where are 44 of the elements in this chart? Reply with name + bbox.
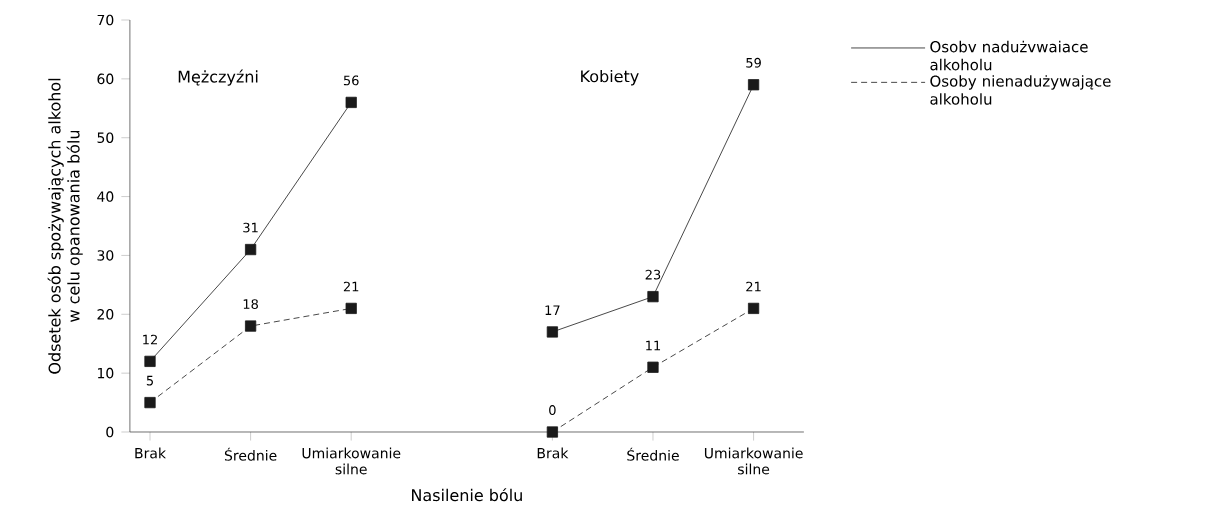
point <box>345 302 357 314</box>
y-tick-label: 40 <box>97 191 114 202</box>
x-tick-label: Umiarkowanie silne <box>302 447 401 475</box>
point <box>245 320 257 332</box>
y-tick-label: 70 <box>97 14 114 26</box>
point <box>144 355 156 367</box>
data-label: 56 <box>343 75 359 86</box>
y-tick-label: 10 <box>98 367 114 379</box>
data-label: 5 <box>146 375 153 386</box>
data-label: 18 <box>243 299 258 309</box>
data-label: 59 <box>746 57 761 68</box>
point <box>747 302 760 314</box>
data-label: 31 <box>243 222 258 233</box>
x-tick-label: Średnie <box>224 447 277 461</box>
point <box>144 396 156 409</box>
y-tick-label: 0 <box>106 426 114 438</box>
data-label: 11 <box>646 340 661 351</box>
data-label: 0 <box>549 405 556 415</box>
x-axis-title: Nasilenie bólu <box>412 488 522 502</box>
y-tick-label: 20 <box>97 309 114 320</box>
point <box>245 243 257 256</box>
legend-label: Osobv nadużvwaiace alkoholu <box>930 40 1088 71</box>
point <box>647 291 659 303</box>
x-tick-label: Brak <box>135 447 166 459</box>
legend-label: Osoby nienadużywające alkoholu <box>930 75 1111 105</box>
x-tick-label: Brak <box>537 447 569 459</box>
data-label: 21 <box>746 281 761 292</box>
y-tick-label: 50 <box>97 132 114 144</box>
y-axis-title: Odsetek osób spożywających alkohol w celu opanowania bólu <box>47 78 83 374</box>
point <box>345 96 357 109</box>
data-label: 23 <box>645 269 661 280</box>
y-tick-label: 60 <box>97 73 114 85</box>
x-tick-label: Umiarkowanie silne <box>704 447 803 475</box>
data-label: 17 <box>545 305 560 315</box>
point <box>546 326 558 338</box>
y-tick-label: 30 <box>97 250 114 261</box>
x-tick-label: Średnie <box>627 447 679 461</box>
point <box>747 79 760 91</box>
annotation: Mężczyźni <box>178 69 258 86</box>
annotation: Kobiety <box>581 69 639 86</box>
data-label: 21 <box>343 281 359 292</box>
point <box>546 426 558 438</box>
point <box>647 361 659 373</box>
data-label: 12 <box>143 334 157 345</box>
